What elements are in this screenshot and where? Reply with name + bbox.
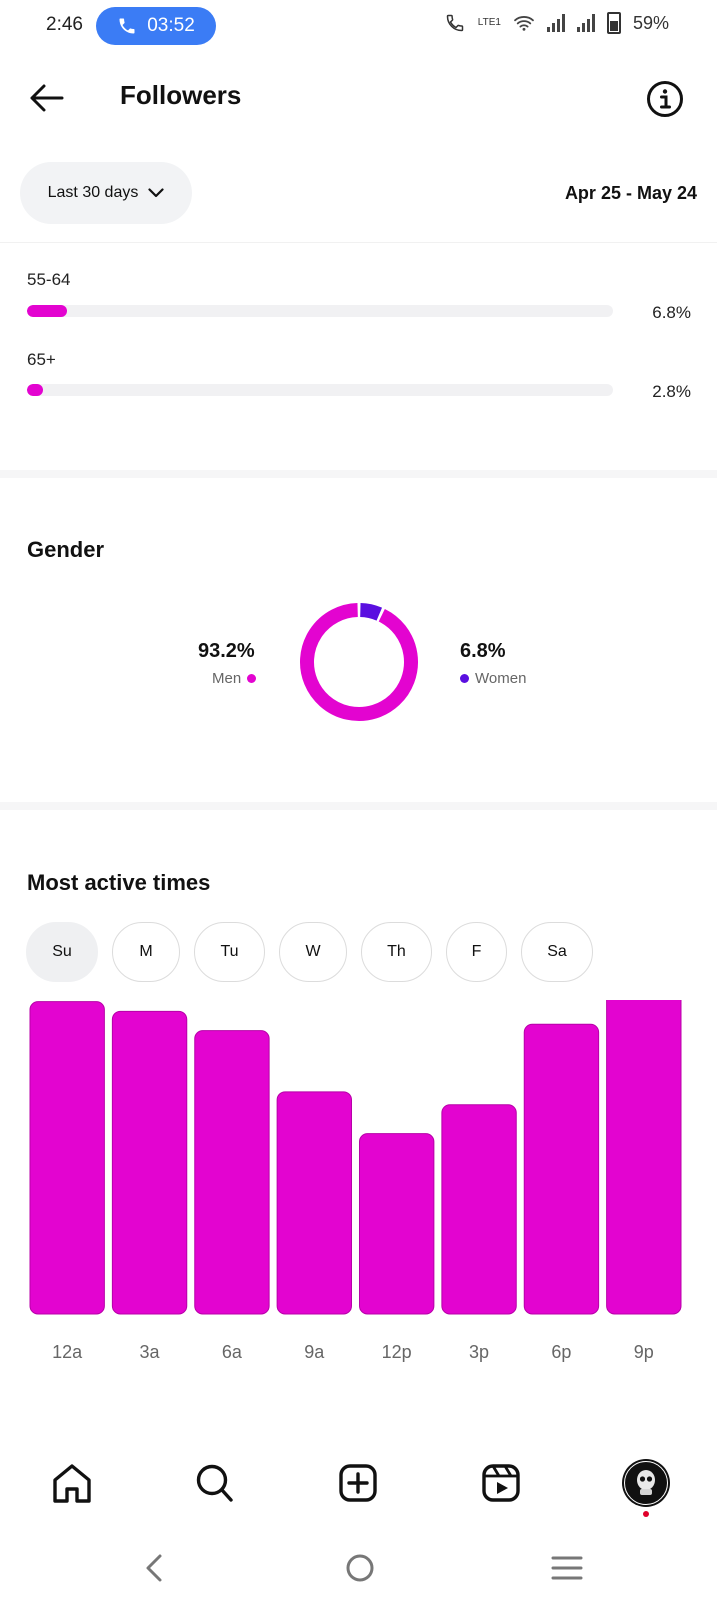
time-tick-label: 3p [469, 1342, 489, 1362]
battery-icon [606, 12, 621, 34]
system-navigation [146, 1554, 583, 1582]
reels-icon[interactable] [482, 1464, 520, 1502]
age-group-percent: 2.8% [652, 382, 691, 401]
create-icon[interactable] [339, 1464, 377, 1502]
active-time-bar[interactable] [29, 1001, 105, 1315]
age-group-label: 65+ [27, 350, 56, 369]
wifi-calling-icon [446, 14, 464, 32]
active-time-bar[interactable] [111, 1010, 188, 1315]
status-time: 2:46 [46, 14, 83, 35]
header-divider [0, 242, 717, 243]
donut-slice-women [359, 603, 383, 621]
time-tick-label: 9p [634, 1342, 654, 1362]
active-time-bar[interactable] [606, 1000, 682, 1315]
active-time-bar[interactable] [441, 1104, 517, 1315]
system-recents-icon[interactable] [551, 1556, 583, 1580]
ongoing-call-pill[interactable]: 03:52 [96, 7, 216, 45]
search-icon[interactable] [196, 1464, 233, 1502]
page-title: Followers [120, 80, 242, 110]
time-tick-label: 6a [222, 1342, 243, 1362]
volte-label: LTE1 [477, 17, 501, 28]
info-icon[interactable] [646, 80, 684, 118]
active-times-bar-chart: 12a 3a 6a 9a 12p 3p 6p 9p [29, 1000, 682, 1362]
active-time-bar[interactable] [359, 1133, 435, 1315]
active-time-bar[interactable] [523, 1023, 600, 1315]
bottom-navigation [53, 1459, 670, 1517]
day-tab-friday[interactable]: F [446, 922, 507, 982]
status-icons: LTE1 59% [444, 12, 669, 34]
men-percent: 93.2% [198, 640, 255, 662]
age-group-bar [27, 384, 613, 396]
day-tab-tuesday[interactable]: Tu [194, 922, 265, 982]
signal-icon [546, 14, 565, 32]
women-legend-dot [460, 674, 469, 683]
gender-title: Gender [27, 537, 105, 562]
time-tick-label: 12a [52, 1342, 83, 1362]
arrow-left-icon[interactable] [28, 82, 64, 114]
donut-slice-men [300, 603, 418, 721]
day-tab-thursday[interactable]: Th [361, 922, 432, 982]
men-label: Men [212, 670, 242, 687]
active-time-bar[interactable] [276, 1091, 352, 1315]
profile-avatar[interactable] [622, 1459, 670, 1517]
time-tick-label: 9a [304, 1342, 325, 1362]
section-divider [0, 470, 717, 478]
battery-percent: 59% [632, 12, 669, 33]
age-group-percent: 6.8% [652, 303, 691, 322]
system-home-icon[interactable] [346, 1554, 374, 1582]
signal-icon-2 [576, 14, 595, 32]
day-tab-wednesday[interactable]: W [279, 922, 347, 982]
wifi-icon [514, 16, 534, 31]
age-group-label: 55-64 [27, 270, 71, 289]
day-tab-saturday[interactable]: Sa [521, 922, 593, 982]
home-icon[interactable] [53, 1464, 91, 1503]
gender-donut-chart [300, 603, 418, 721]
men-legend-dot [247, 674, 257, 683]
age-group-bar [27, 305, 613, 317]
age-group-bar-fill [27, 305, 67, 317]
chevron-down-icon [148, 188, 164, 198]
section-divider [0, 802, 717, 810]
time-tick-label: 12p [382, 1342, 412, 1362]
call-duration: 03:52 [147, 15, 195, 36]
system-back-icon[interactable] [146, 1554, 162, 1582]
date-range-dropdown[interactable]: Last 30 days [20, 162, 192, 224]
date-range-dropdown-label: Last 30 days [47, 184, 139, 201]
time-tick-label: 6p [551, 1342, 571, 1362]
active-time-bar[interactable] [194, 1030, 270, 1315]
date-range-text: Apr 25 - May 24 [564, 183, 697, 203]
day-tab-monday[interactable]: M [112, 922, 180, 982]
most-active-times-title: Most active times [27, 870, 211, 895]
women-percent: 6.8% [460, 640, 506, 662]
age-group-bar-fill [27, 384, 44, 396]
women-label: Women [475, 670, 527, 687]
time-tick-label: 3a [140, 1342, 161, 1362]
phone-icon [119, 18, 135, 34]
women-legend: Women [460, 670, 526, 687]
men-legend: Men [212, 670, 257, 687]
day-tab-sunday[interactable]: Su [26, 922, 98, 982]
